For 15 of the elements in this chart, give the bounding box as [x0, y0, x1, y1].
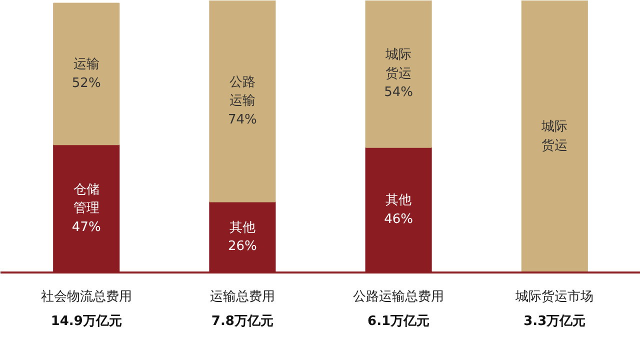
data-label: 其他 26% [228, 220, 257, 254]
category-label: 社会物流总费用 14.9万亿元 [40, 289, 132, 329]
category-label: 运输总费用 7.8万亿元 [210, 289, 275, 329]
data-label: 公路运输 74% [228, 74, 257, 128]
bar [365, 0, 432, 148]
data-label: 运输 52% [72, 57, 101, 91]
data-label: 城际货运 [540, 120, 568, 154]
bar [53, 2, 120, 146]
data-label: 城际货运 54% [384, 48, 414, 100]
data-label: 仓储管理 47% [72, 182, 101, 235]
category-label: 城际货运市场 3.3万亿元 [516, 289, 594, 329]
data-label: 其他 46% [384, 193, 414, 227]
bar [209, 0, 276, 202]
category-label: 公路运输总费用 6.1万亿元 [353, 289, 444, 329]
bar [521, 0, 588, 273]
